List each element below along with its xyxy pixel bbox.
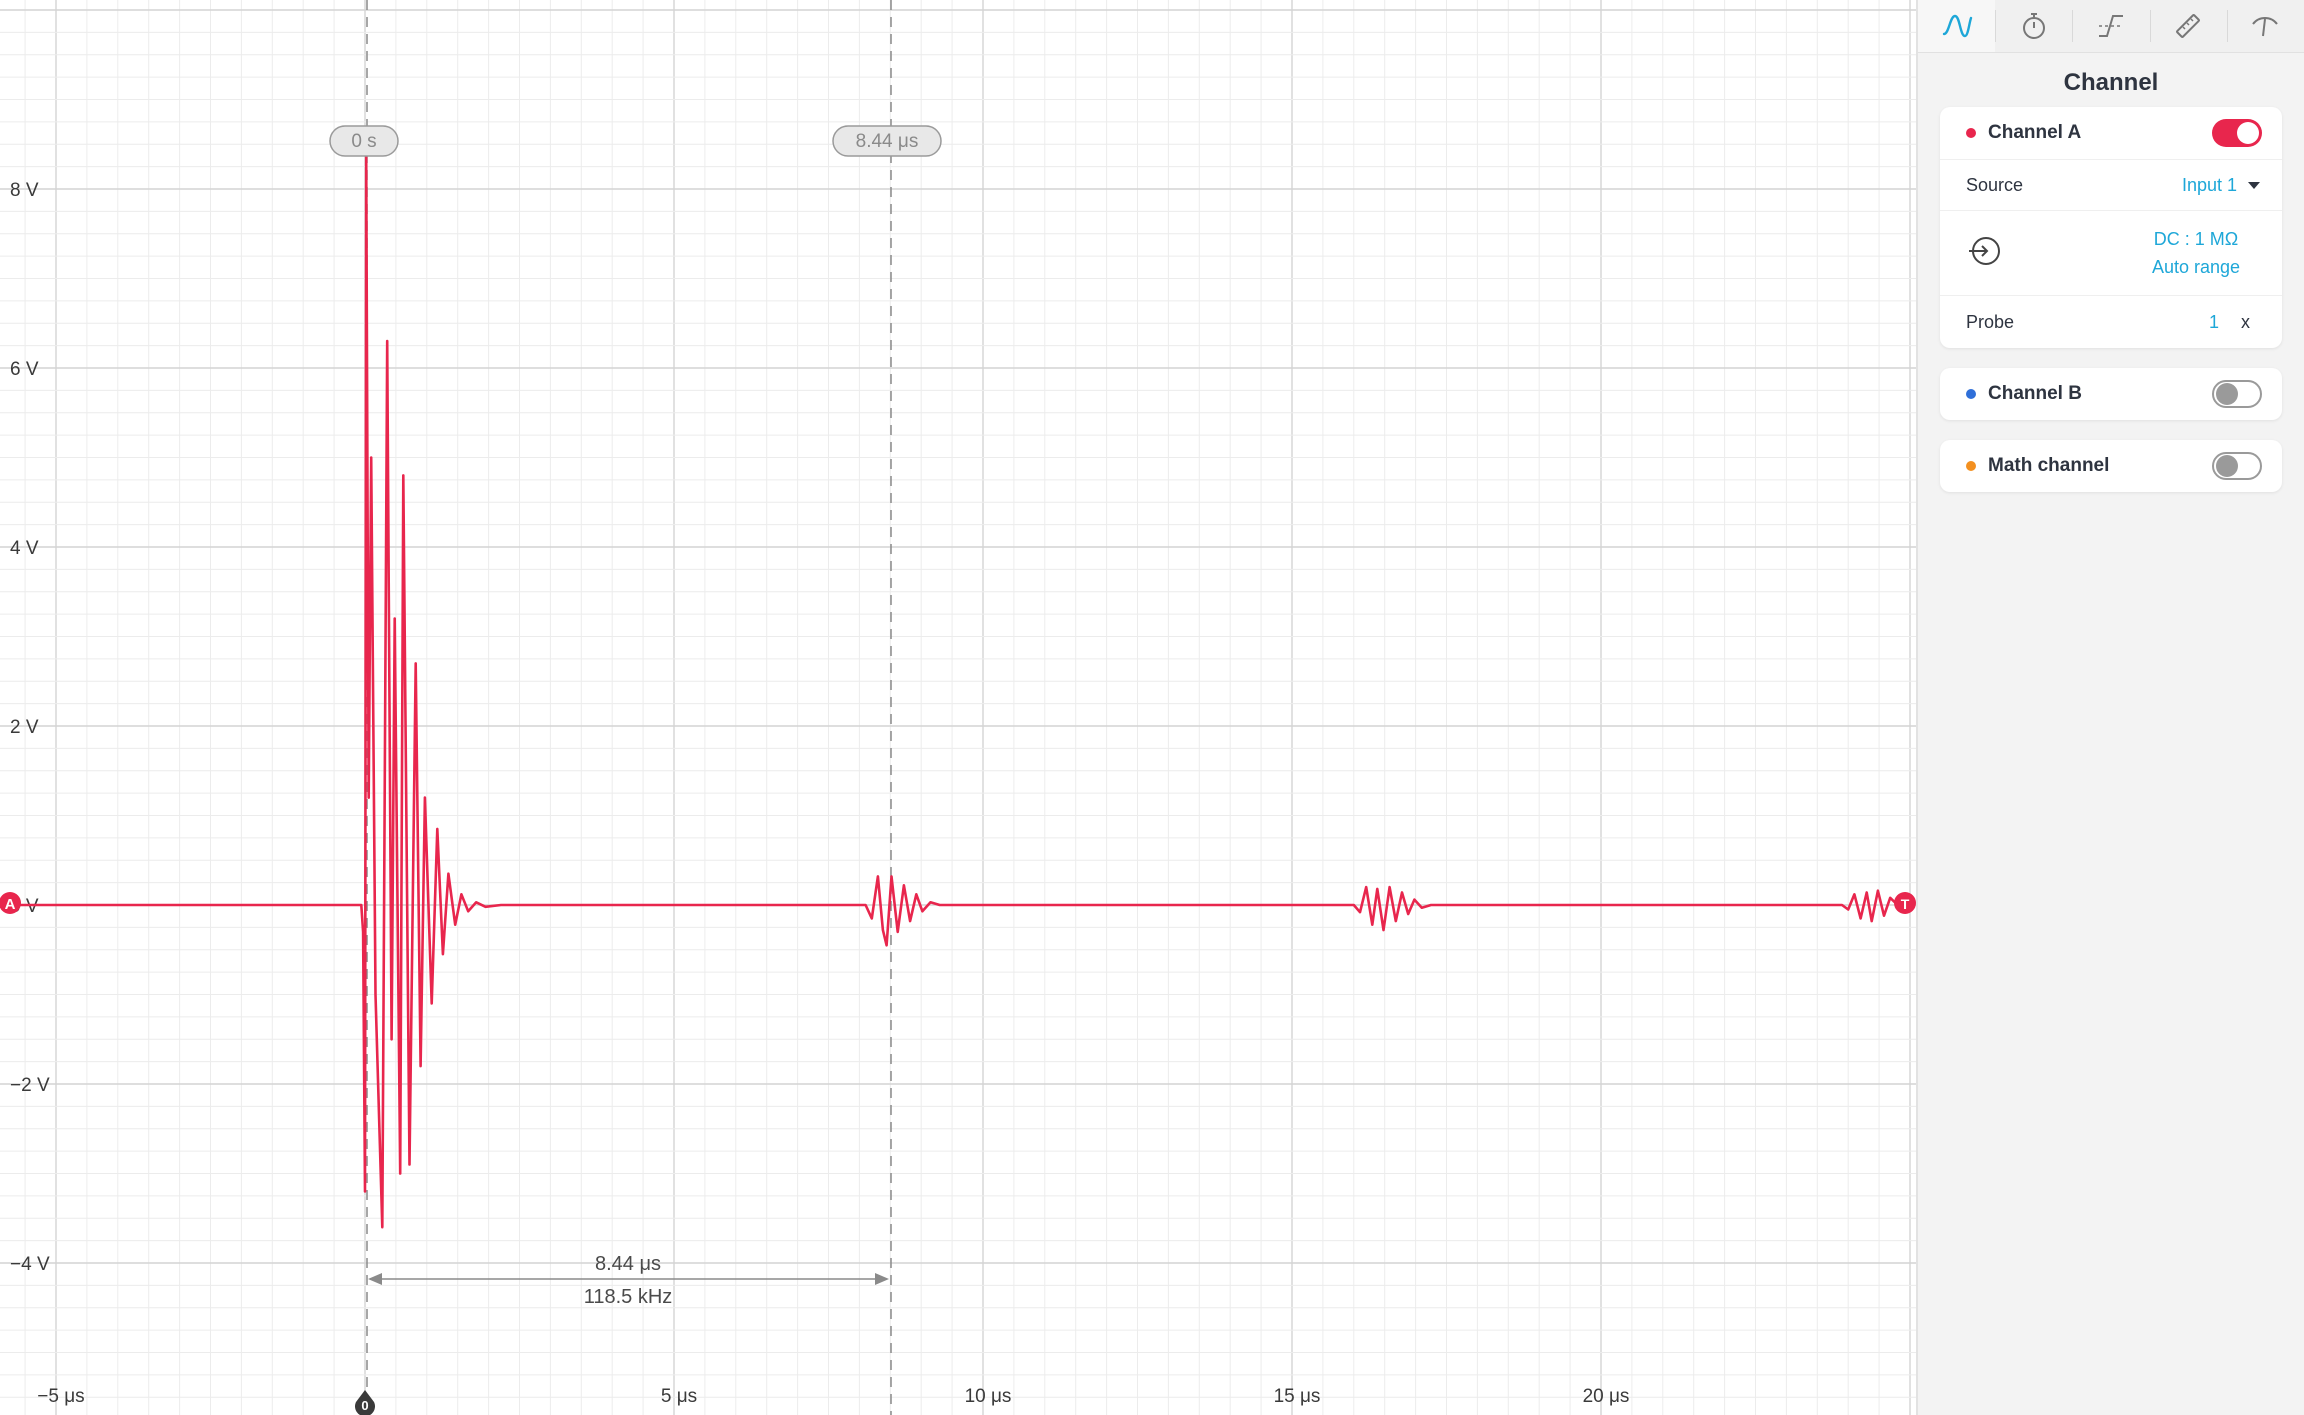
x-tick-label: 20 μs [1583,1386,1630,1407]
probe-value-input[interactable]: 1 [2208,311,2219,332]
y-tick-label: 6 V [10,359,39,380]
cursor-right-label: 8.44 μs [856,131,919,152]
trigger-time-marker[interactable]: 0 [355,1390,375,1415]
y-tick-label: −4 V [10,1254,50,1275]
math-channel-card: Math channel [1940,440,2282,492]
channel-b-card: Channel B [1940,368,2282,420]
channel-b-toggle[interactable] [2212,380,2262,408]
measurement-ruler: 8.44 μs 118.5 kHz [368,1253,889,1308]
x-tick-label: −5 μs [37,1386,84,1407]
cursor-left-label: 0 s [351,131,376,152]
tab-timebase[interactable] [1995,0,2072,52]
y-tick-label: 4 V [10,538,39,559]
grid [0,0,1916,1415]
sine-wave-icon [1942,14,1972,38]
math-channel-toggle[interactable] [2212,452,2262,480]
panel-title: Channel [2063,69,2159,96]
tab-measure[interactable] [2149,0,2227,52]
range-value: Auto range [2151,257,2241,277]
channel-a-trace [6,151,1899,1229]
tab-waveform[interactable] [1918,0,1996,52]
caret-down-icon [2248,182,2260,190]
measure-freq-label: 118.5 kHz [584,1286,673,1308]
probe-row: Probe 1 x [1940,295,2282,348]
math-channel-title: Math channel [1988,455,2110,476]
x-tick-label: 15 μs [1274,1386,1321,1407]
measure-time-label: 8.44 μs [595,1253,661,1275]
channel-b-title: Channel B [1988,383,2082,404]
source-value: Input 1 [2181,174,2237,195]
y-tick-label: 2 V [10,717,39,738]
stopwatch-icon [2022,13,2045,39]
channel-b-color-dot [1966,389,1976,399]
channel-a-title: Channel A [1988,122,2082,143]
ruler-icon [2176,14,2201,38]
source-row: Source Input 1 [1940,159,2282,210]
channel-a-card: Channel A Source Input 1 DC : 1 MΩ Auto … [1940,107,2282,348]
tab-probe[interactable] [2226,0,2304,52]
trigger-level-marker[interactable]: T [1894,892,1916,914]
x-axis-labels: −5 μs 5 μs 10 μs 15 μs 20 μs [37,1386,1629,1407]
x-tick-label: 10 μs [965,1386,1012,1407]
cursor-left-handle[interactable]: 0 s [329,125,399,157]
source-select[interactable]: Input 1 [2182,175,2260,196]
trigger-edge-icon [2099,15,2123,37]
math-channel-color-dot [1966,461,1976,471]
panel-tabs [1918,0,2304,53]
tab-trigger[interactable] [2072,0,2149,52]
y-tick-label: −2 V [10,1075,50,1096]
probe-unit: x [2241,311,2250,332]
y-tick-label: 8 V [10,180,39,201]
source-label: Source [1966,174,2024,195]
y-axis-labels: 8 V6 V4 V2 V0 V−2 V−4 V [10,180,50,1275]
channel-a-marker-label: A [5,896,16,913]
trigger-time-label: 0 [361,1398,368,1413]
probe-label: Probe [1966,311,2015,332]
arrow-left-icon [368,1273,382,1285]
settings-panel: Channel Channel A Source Input 1 D [1916,0,2304,1415]
channel-a-marker[interactable]: A [0,892,21,914]
input-range-row[interactable]: DC : 1 MΩ Auto range [1940,210,2282,295]
waveform-plot[interactable]: 8 V6 V4 V2 V0 V−2 V−4 V −5 μs 5 μs 10 μs 15… [0,0,1916,1415]
x-tick-label: 5 μs [661,1386,697,1407]
arrow-right-icon [875,1273,889,1285]
channel-a-toggle[interactable] [2212,119,2262,147]
probe-icon [2252,17,2279,37]
channel-a-color-dot [1966,128,1976,138]
coupling-value: DC : 1 MΩ [2153,229,2239,249]
cursor-right-handle[interactable]: 8.44 μs [832,125,942,157]
input-enter-icon [1969,236,2000,265]
trigger-marker-label: T [1901,896,1910,912]
